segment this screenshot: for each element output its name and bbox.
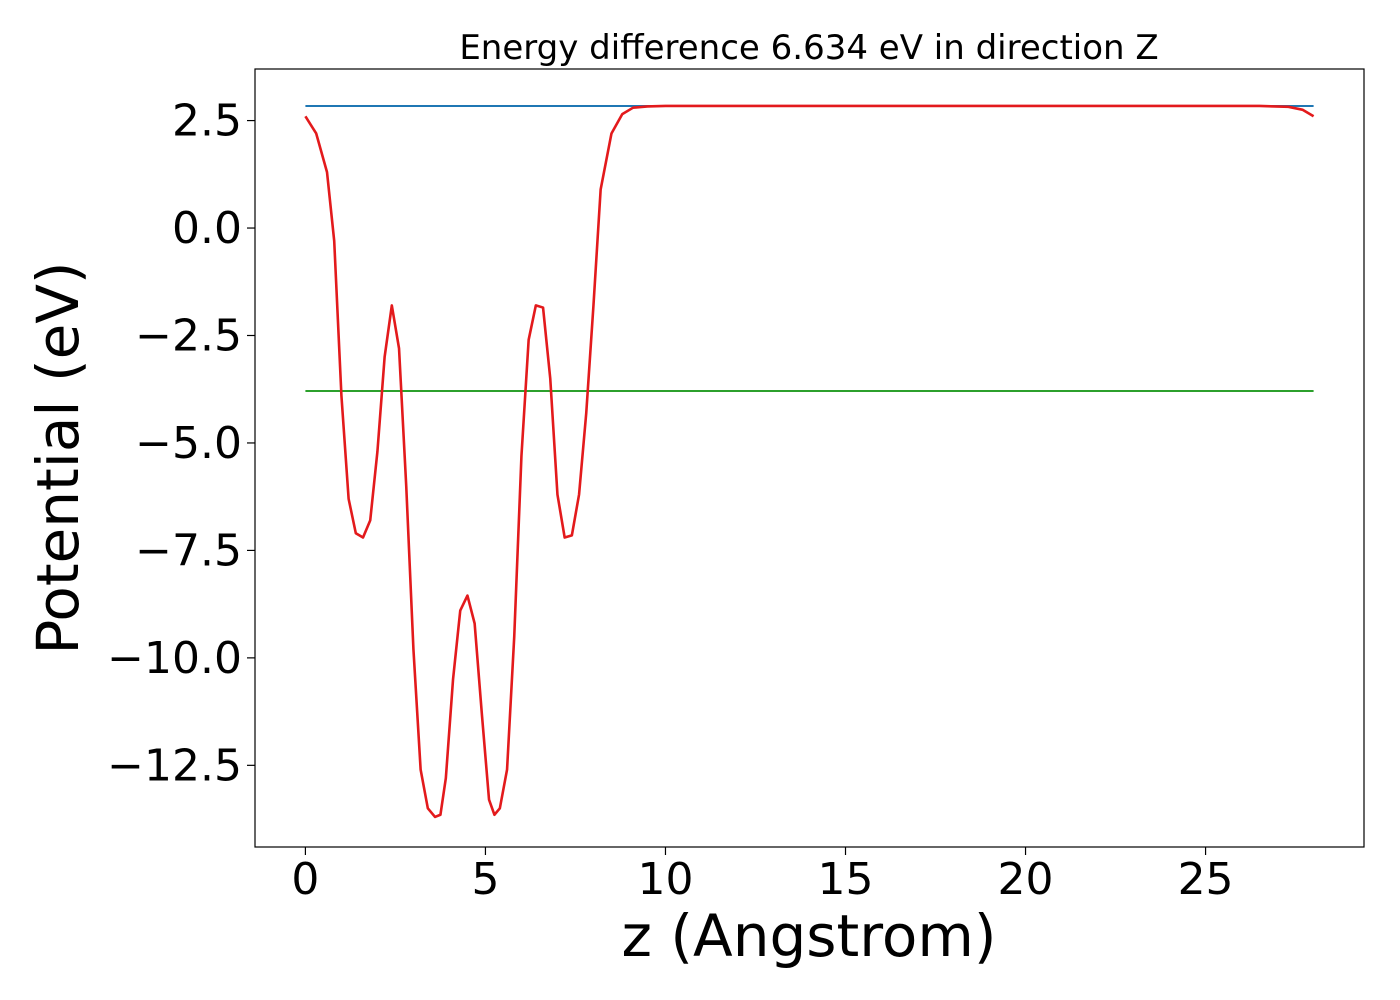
x-tick-label: 5 [471,854,499,905]
y-axis-label: Potential (eV) [24,261,92,654]
x-tick-label: 15 [818,854,874,905]
y-tick-label: 0.0 [172,203,242,254]
x-tick-label: 25 [1178,854,1234,905]
x-tick-label: 20 [998,854,1054,905]
x-tick-label: 0 [291,854,319,905]
y-tick-label: −2.5 [135,310,242,361]
y-axis-ticks: 2.5 0.0 −2.5 −5.0 −7.5 −10.0 −12.5 [107,96,255,791]
x-axis-label: z (Angstrom) [622,902,997,970]
chart-title: Energy difference 6.634 eV in direction … [459,28,1158,68]
y-tick-label: −10.0 [107,633,242,684]
x-axis-ticks: 0 5 10 15 20 25 [291,847,1234,905]
series-line-potential [304,104,1315,819]
plot-area [304,104,1315,819]
x-tick-label: 10 [637,854,693,905]
y-tick-label: −7.5 [135,525,242,576]
y-tick-label: −12.5 [107,740,242,791]
y-tick-label: −5.0 [135,418,242,469]
y-tick-label: 2.5 [172,96,242,147]
plot-frame [254,68,1365,848]
